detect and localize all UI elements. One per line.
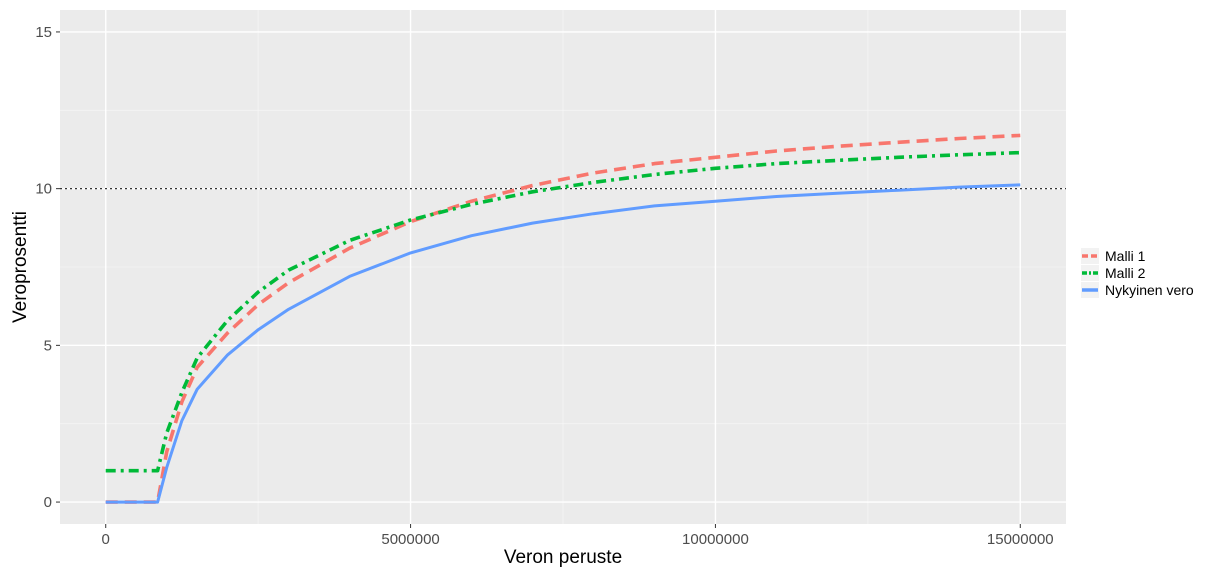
y-tick-label: 15 [35,24,52,41]
legend-label-3: Nykyinen vero [1105,282,1194,298]
y-axis: 0 5 10 15 [35,24,60,511]
x-tick-label: 15000000 [987,531,1054,548]
y-axis-title: Veroprosentti [10,211,31,323]
x-tick-label: 5000000 [381,531,439,548]
grid-major [60,10,1066,524]
x-tick-label: 0 [102,531,110,548]
y-tick-label: 5 [44,337,52,354]
series-lines [105,133,1021,504]
x-tick-label: 10000000 [682,531,749,548]
x-axis: 0 5000000 10000000 15000000 [102,524,1054,548]
legend-key-bg [1081,248,1099,264]
y-tick-label: 0 [44,494,52,511]
y-tick-label: 10 [35,181,52,198]
grid-minor [60,10,1066,524]
legend-label-2: Malli 2 [1105,265,1146,281]
series-line-3 [105,183,1021,504]
series-line-2 [105,150,1021,473]
x-axis-title: Veron peruste [504,547,622,568]
legend-label-1: Malli 1 [1105,248,1146,264]
